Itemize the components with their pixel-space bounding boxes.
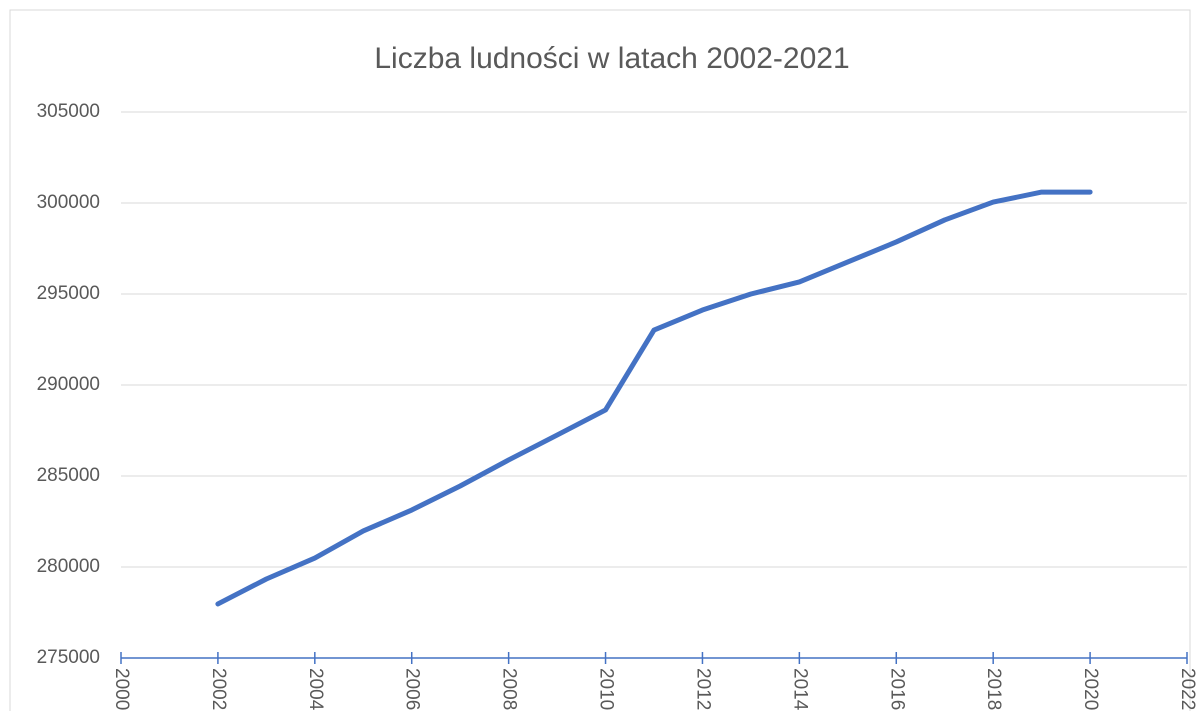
y-tick-label: 295000 bbox=[37, 283, 100, 304]
y-tick-label: 275000 bbox=[37, 647, 100, 668]
line-series bbox=[215, 189, 1093, 607]
x-tick-label: 2002 bbox=[208, 668, 229, 710]
x-tick-label: 2008 bbox=[499, 668, 520, 710]
x-tick-label: 2022 bbox=[1177, 668, 1198, 710]
x-tick-label: 2014 bbox=[789, 668, 810, 711]
y-tick-label: 290000 bbox=[37, 374, 100, 395]
y-tick-label: 280000 bbox=[37, 556, 100, 577]
x-tick-label: 2004 bbox=[305, 668, 326, 711]
chart-title: Liczba ludności w latach 2002-2021 bbox=[374, 42, 849, 75]
x-tick-label: 2000 bbox=[111, 668, 132, 710]
y-tick-label: 285000 bbox=[37, 465, 100, 486]
chart-border bbox=[9, 9, 1191, 711]
x-tick-label: 2020 bbox=[1080, 668, 1101, 710]
x-tick-label: 2012 bbox=[692, 668, 713, 710]
y-tick-label: 305000 bbox=[37, 101, 100, 122]
x-tick-label: 2016 bbox=[886, 668, 907, 710]
x-tick-label: 2018 bbox=[983, 668, 1004, 710]
x-tick-label: 2010 bbox=[596, 668, 617, 710]
x-tick-label: 2006 bbox=[402, 668, 423, 710]
y-tick-label: 300000 bbox=[37, 192, 100, 213]
